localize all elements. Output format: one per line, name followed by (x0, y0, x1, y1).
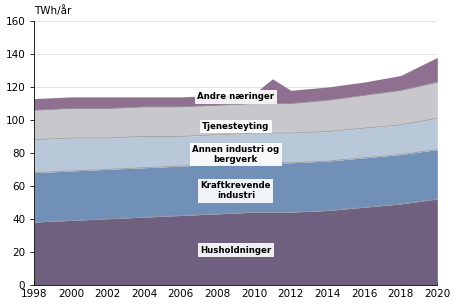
Text: Tjenesteyting: Tjenesteyting (202, 122, 269, 131)
Text: Kraftkrevende
industri: Kraftkrevende industri (200, 181, 270, 200)
Text: Husholdninger: Husholdninger (200, 246, 271, 254)
Text: Annen industri og
bergverk: Annen industri og bergverk (192, 145, 279, 164)
Text: Andre næringer: Andre næringer (197, 92, 274, 101)
Text: TWh/år: TWh/år (34, 5, 71, 16)
